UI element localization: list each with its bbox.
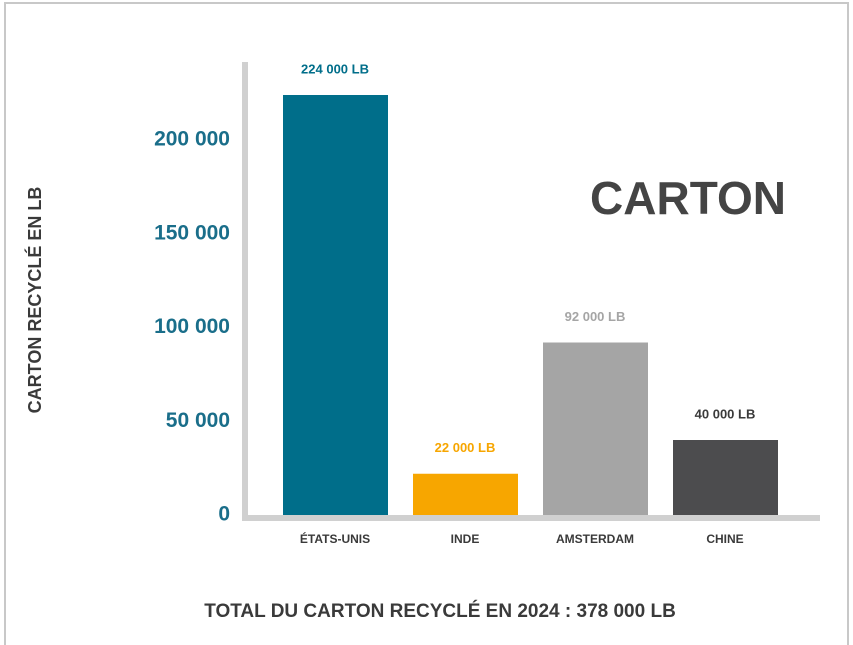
y-tick-label: 200 000 bbox=[154, 128, 230, 151]
value-label: 92 000 LB bbox=[565, 309, 626, 324]
value-label: 22 000 LB bbox=[435, 440, 496, 455]
x-tick-label: INDE bbox=[451, 532, 480, 546]
y-axis-label: CARTON RECYCLÉ EN LB bbox=[24, 187, 45, 414]
bar bbox=[413, 473, 518, 515]
x-tick-label: ÉTATS-UNIS bbox=[300, 531, 370, 546]
y-tick-label: 0 bbox=[218, 503, 230, 526]
footer: TOTAL DU CARTON RECYCLÉ EN 2024 : 378 00… bbox=[204, 600, 676, 622]
x-tick-label: AMSTERDAM bbox=[556, 532, 634, 546]
y-tick-label: 100 000 bbox=[154, 315, 230, 338]
y-tick-label: 50 000 bbox=[166, 409, 230, 432]
bar bbox=[673, 440, 778, 515]
value-label: 224 000 LB bbox=[301, 61, 369, 76]
bar bbox=[543, 342, 648, 515]
x-tick-label: CHINE bbox=[706, 532, 743, 546]
value-label: 40 000 LB bbox=[695, 406, 756, 421]
frame bbox=[4, 2, 849, 645]
y-tick-label: 150 000 bbox=[154, 221, 230, 244]
bar bbox=[283, 95, 388, 515]
chart-title: CARTON bbox=[590, 172, 786, 224]
